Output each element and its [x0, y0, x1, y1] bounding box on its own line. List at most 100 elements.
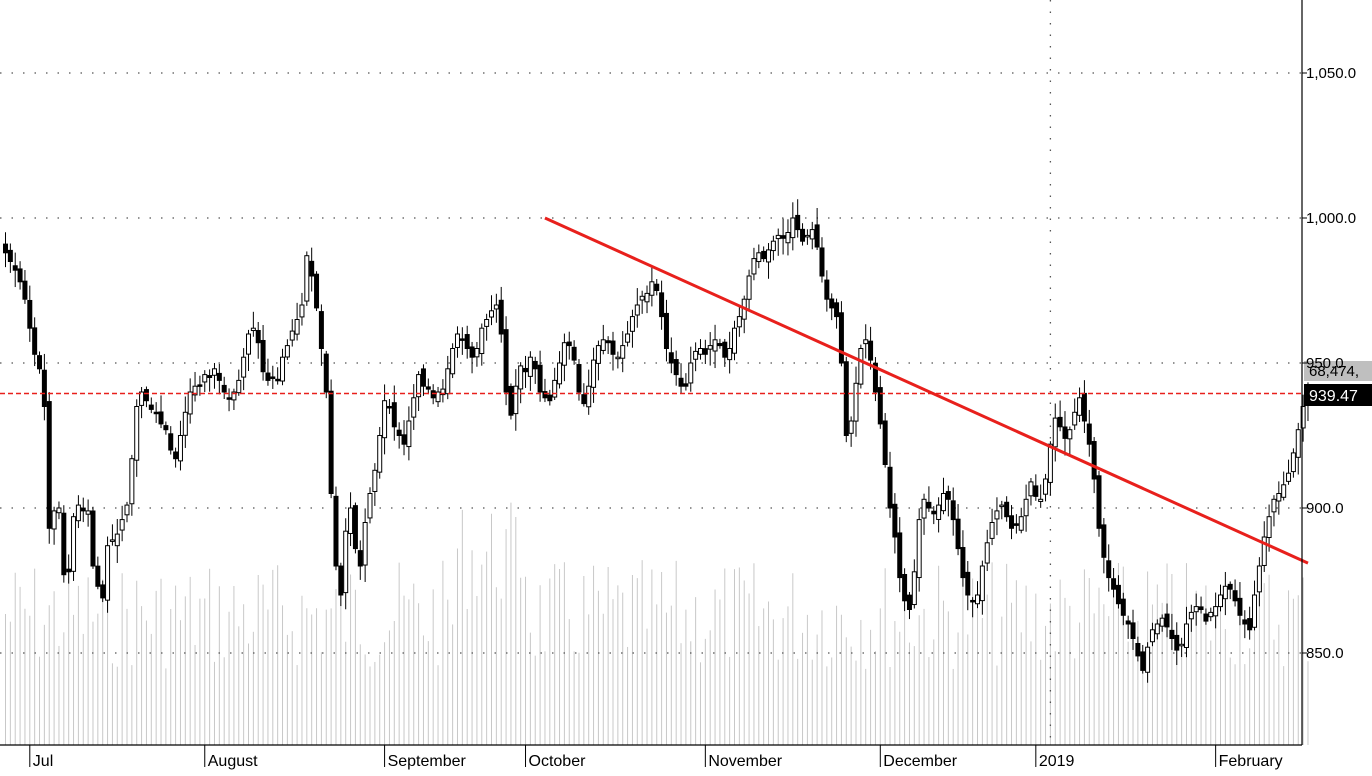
candle — [936, 497, 942, 533]
candle — [484, 313, 490, 341]
candle — [1115, 575, 1121, 609]
candle — [523, 355, 529, 388]
candle — [163, 421, 169, 435]
candle — [338, 562, 344, 607]
candle — [114, 518, 120, 563]
candle — [80, 497, 86, 523]
candle — [595, 340, 601, 381]
candle — [576, 359, 582, 401]
candle — [75, 495, 81, 529]
candle — [736, 305, 742, 337]
candle — [795, 199, 801, 238]
candle — [644, 285, 650, 314]
candle — [187, 378, 193, 424]
candle — [17, 261, 23, 290]
overlays: 68,474, 939.47 — [0, 216, 1372, 565]
volume-bars — [5, 502, 1309, 745]
candle — [22, 270, 28, 304]
y-tick-label: 950.0 — [1306, 355, 1344, 372]
candle — [887, 451, 893, 518]
y-tick-label: 1,050.0 — [1306, 65, 1356, 82]
candle — [834, 298, 840, 329]
candle — [236, 369, 242, 396]
candle — [571, 340, 577, 365]
candle — [605, 336, 611, 354]
candle — [216, 363, 222, 395]
candle — [357, 540, 363, 580]
candle — [411, 384, 417, 430]
candle — [858, 344, 864, 389]
candle — [124, 501, 130, 523]
candle — [853, 366, 859, 437]
candle — [702, 339, 708, 365]
candle — [265, 358, 271, 386]
candle — [158, 395, 164, 429]
candle — [71, 513, 77, 581]
candle — [85, 499, 91, 527]
candle — [1145, 642, 1151, 683]
candle — [139, 387, 145, 419]
price-tag-box — [1304, 384, 1372, 406]
candle — [1208, 607, 1214, 622]
candle — [105, 536, 111, 613]
candle — [1261, 521, 1267, 572]
candle — [323, 350, 329, 399]
candle — [503, 316, 509, 406]
candle — [1072, 398, 1078, 430]
candle — [51, 506, 57, 545]
candle — [1266, 504, 1272, 552]
candle — [921, 493, 927, 535]
candle — [508, 383, 514, 420]
candle — [1077, 387, 1083, 422]
candle — [129, 454, 135, 516]
candle — [970, 597, 976, 618]
candle — [1252, 580, 1258, 631]
candle — [1018, 507, 1024, 534]
candle — [994, 497, 1000, 536]
candle — [207, 369, 213, 392]
candle — [586, 369, 592, 415]
candle — [1043, 473, 1049, 502]
x-tick-label: August — [208, 753, 258, 770]
candle — [1276, 481, 1282, 515]
candle — [882, 413, 888, 468]
candle — [299, 292, 305, 326]
candle — [955, 504, 961, 556]
candle — [241, 348, 247, 391]
candle — [153, 402, 159, 423]
candle — [362, 508, 368, 582]
candle — [1271, 495, 1277, 527]
candle — [270, 365, 276, 389]
candle — [547, 389, 553, 406]
candle — [1101, 518, 1107, 574]
candle — [872, 357, 878, 402]
trendline — [544, 216, 1309, 565]
candle — [1159, 614, 1165, 632]
candle — [746, 269, 752, 311]
candle — [591, 347, 597, 403]
candle — [654, 279, 660, 296]
candle — [231, 388, 237, 410]
candle — [999, 500, 1005, 520]
candle — [566, 331, 572, 360]
candle — [464, 325, 470, 359]
candle — [561, 333, 567, 382]
candle — [406, 406, 412, 461]
candle — [625, 321, 631, 347]
candle — [532, 356, 538, 384]
y-tick-label: 900.0 — [1306, 500, 1344, 517]
candle — [119, 505, 125, 542]
candle — [289, 319, 295, 347]
candle — [741, 295, 747, 334]
candle — [474, 342, 480, 367]
candle — [489, 295, 494, 326]
candle — [318, 304, 324, 366]
candle — [260, 325, 266, 381]
candle — [41, 353, 47, 421]
x-tick-label: December — [883, 753, 957, 770]
candle — [678, 363, 684, 394]
candle — [32, 317, 38, 367]
candle — [280, 348, 286, 386]
